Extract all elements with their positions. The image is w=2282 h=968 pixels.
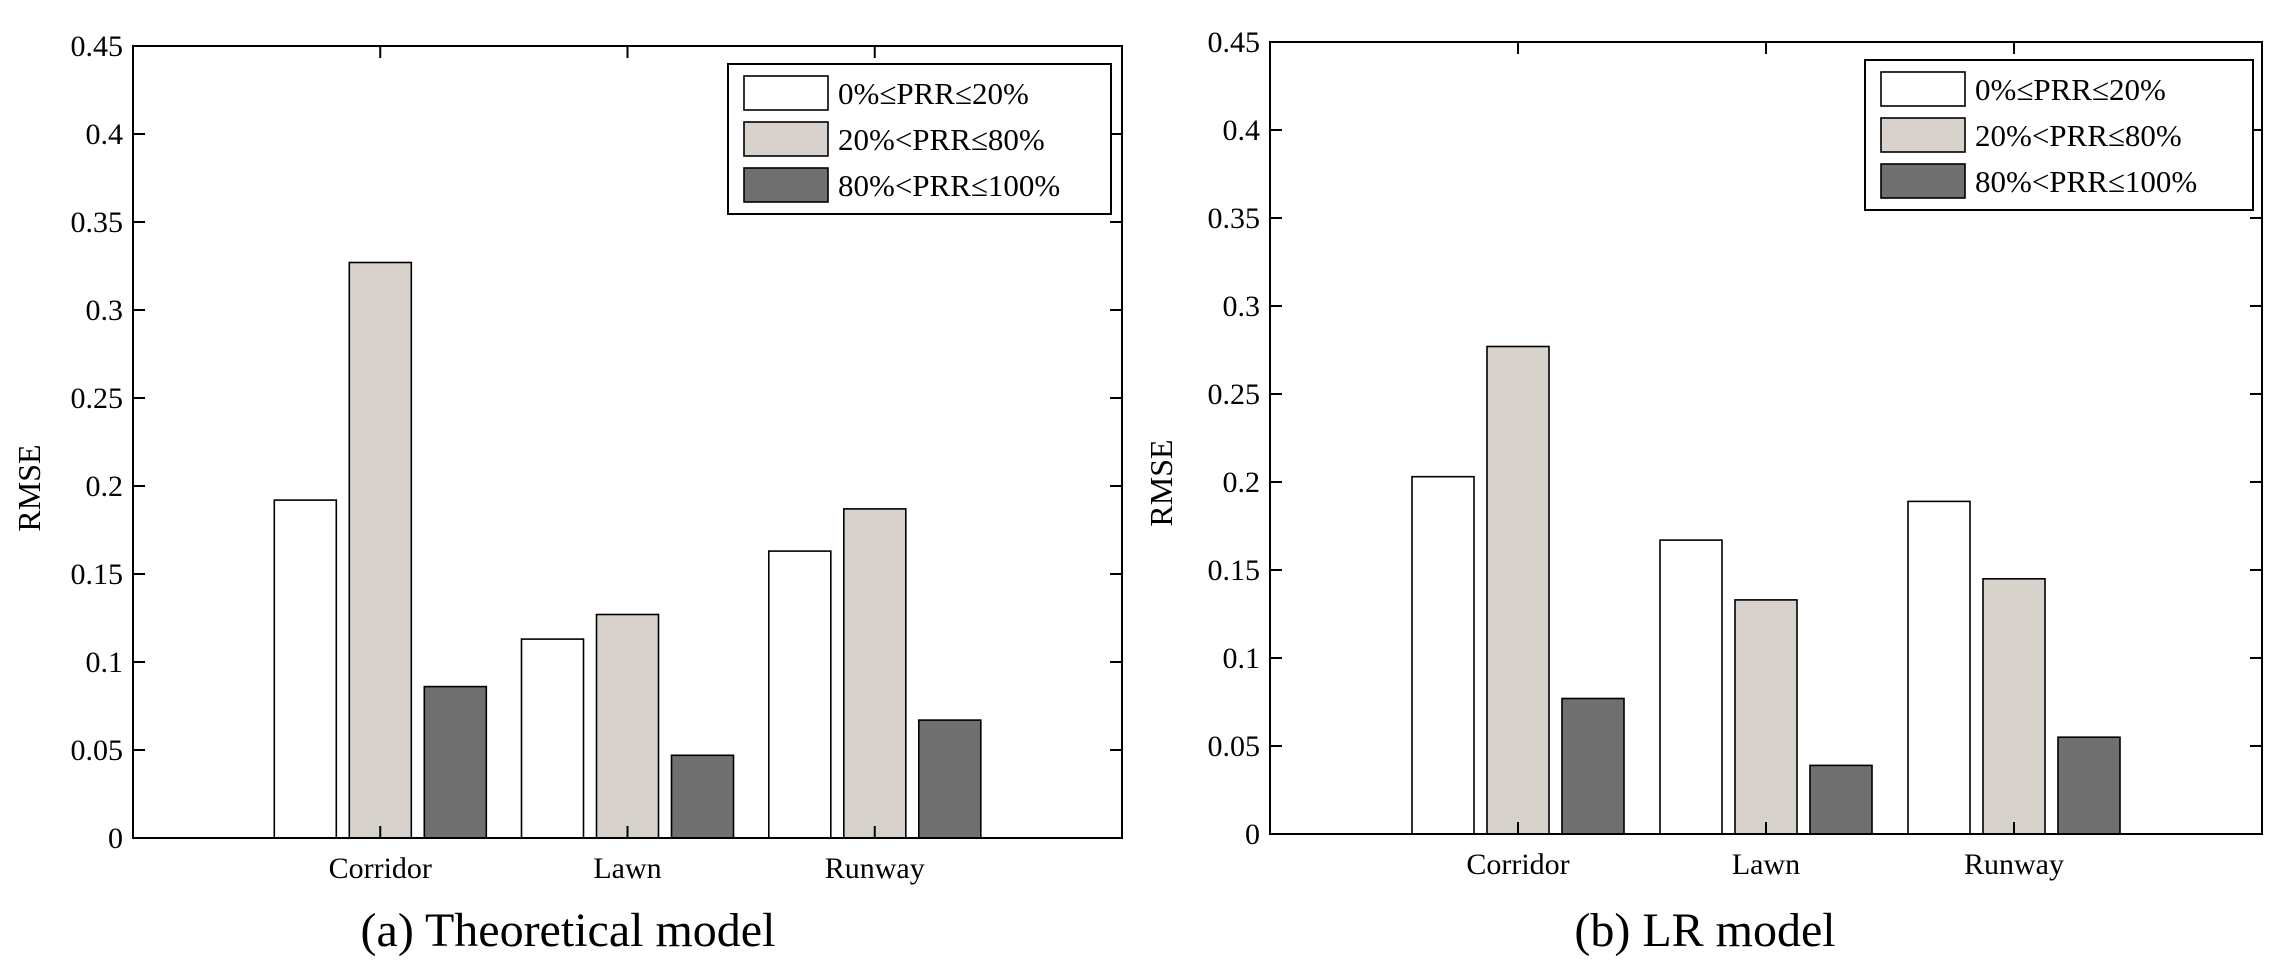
legend: 0%≤PRR≤20% 20%<PRR≤80% 80%<PRR≤100% (1864, 59, 2254, 211)
legend-label-1: 0%≤PRR≤20% (838, 76, 1029, 111)
bar-lawn-series-1 (1659, 539, 1723, 835)
y-tick-label: 0.45 (71, 30, 124, 63)
y-tick-label: 0.1 (86, 646, 124, 679)
bar-runway-series-1 (1907, 500, 1971, 835)
legend-swatch-2 (1880, 117, 1966, 153)
legend-swatch-3 (743, 167, 829, 203)
y-tick-label: 0 (1245, 818, 1260, 851)
y-tick-label: 0.4 (1223, 114, 1261, 147)
y-axis-label: RMSE (11, 444, 47, 531)
panel-theoretical-model: 0 0.05 0.1 0.15 0.2 0.25 0.3 0.35 0.4 0.45 Corrido… (11, 30, 1123, 957)
y-tick-label: 0.45 (1208, 26, 1261, 59)
legend-label-1: 0%≤PRR≤20% (1975, 72, 2166, 107)
bar-runway-series-1 (767, 550, 832, 839)
bar-lawn-series-1 (520, 638, 585, 839)
panel-caption: (b) LR model (1574, 904, 1835, 957)
panel-caption: (a) Theoretical model (361, 904, 776, 957)
legend-swatch-2 (743, 121, 829, 157)
y-tick-label: 0.05 (71, 734, 124, 767)
y-tick-label: 0.2 (86, 470, 124, 503)
bar-corridor-series-2 (348, 261, 413, 839)
bar-corridor-series-3 (1561, 697, 1625, 835)
x-tick-label-corridor: Corridor (1466, 848, 1569, 881)
bar-corridor-series-1 (273, 499, 338, 839)
y-tick-label: 0 (108, 822, 123, 855)
y-tick-label: 0.3 (1223, 290, 1261, 323)
bar-lawn-series-2 (1734, 599, 1798, 835)
legend-label-2: 20%<PRR≤80% (1975, 118, 2182, 153)
y-tick-label: 0.2 (1223, 466, 1261, 499)
x-tick-label-runway: Runway (825, 852, 925, 885)
y-tick-label: 0.15 (1208, 554, 1261, 587)
bar-runway-series-2 (842, 508, 907, 839)
bar-runway-series-3 (2057, 736, 2121, 835)
legend-label-2: 20%<PRR≤80% (838, 122, 1045, 157)
x-tick-label-runway: Runway (1964, 848, 2064, 881)
y-tick-label: 0.4 (86, 118, 124, 151)
bar-runway-series-3 (917, 719, 982, 839)
legend-label-3: 80%<PRR≤100% (1975, 164, 2197, 199)
y-tick-label: 0.25 (71, 382, 124, 415)
legend-swatch-1 (1880, 71, 1966, 107)
y-tick-label: 0.05 (1208, 730, 1261, 763)
x-tick-label-lawn: Lawn (1732, 848, 1800, 881)
y-tick-label: 0.1 (1223, 642, 1261, 675)
plot-area: 0 0.05 0.1 0.15 0.2 0.25 0.3 0.35 0.4 0.45 Corrido… (1208, 26, 2263, 881)
y-tick-label: 0.3 (86, 294, 124, 327)
legend-swatch-3 (1880, 163, 1966, 199)
bar-corridor-series-2 (1486, 345, 1550, 835)
legend: 0%≤PRR≤20% 20%<PRR≤80% 80%<PRR≤100% (727, 63, 1112, 215)
y-tick-label: 0.25 (1208, 378, 1261, 411)
y-tick-label: 0.35 (1208, 202, 1261, 235)
bar-corridor-series-3 (423, 685, 488, 839)
bar-corridor-series-1 (1411, 475, 1475, 835)
legend-label-3: 80%<PRR≤100% (838, 168, 1060, 203)
bar-lawn-series-2 (595, 613, 660, 839)
bar-runway-series-2 (1982, 577, 2046, 835)
x-tick-label-corridor: Corridor (329, 852, 432, 885)
bar-lawn-series-3 (670, 754, 735, 839)
legend-swatch-1 (743, 75, 829, 111)
panel-lr-model: 0 0.05 0.1 0.15 0.2 0.25 0.3 0.35 0.4 0.45 Corrido… (1143, 26, 2263, 957)
y-tick-label: 0.15 (71, 558, 124, 591)
y-tick-label: 0.35 (71, 206, 124, 239)
plot-area: 0 0.05 0.1 0.15 0.2 0.25 0.3 0.35 0.4 0.45 Corrido… (71, 30, 1123, 885)
bar-lawn-series-3 (1809, 764, 1873, 835)
x-tick-label-lawn: Lawn (593, 852, 661, 885)
y-axis-label: RMSE (1143, 439, 1179, 526)
